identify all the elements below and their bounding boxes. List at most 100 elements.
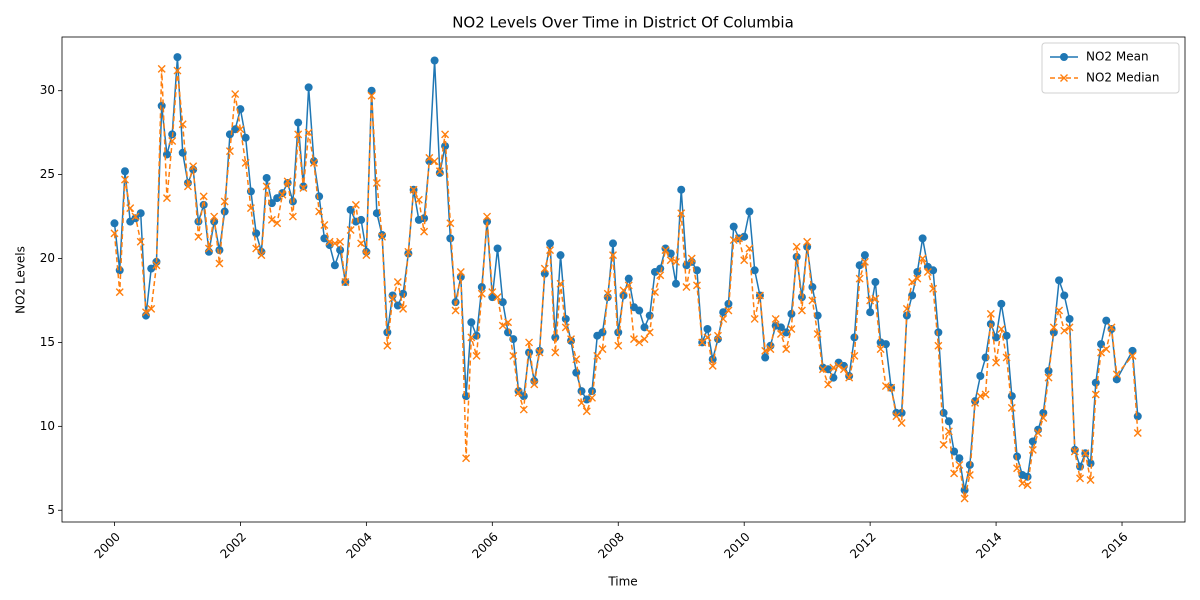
data-point — [210, 212, 219, 221]
legend-label: NO2 Mean — [1086, 50, 1149, 64]
data-point — [435, 168, 444, 177]
data-point — [787, 325, 796, 334]
data-point — [708, 361, 717, 370]
data-point — [635, 338, 644, 347]
data-point — [257, 251, 266, 260]
data-point — [173, 53, 182, 62]
data-point — [1086, 476, 1095, 485]
data-point — [383, 341, 392, 350]
data-point — [147, 304, 156, 313]
data-point — [152, 261, 161, 270]
data-point — [839, 365, 848, 374]
data-point — [703, 333, 712, 342]
data-point — [1028, 437, 1037, 446]
data-point — [960, 494, 969, 503]
data-point — [110, 229, 119, 238]
data-point — [399, 304, 408, 313]
data-point — [1133, 412, 1142, 421]
data-point — [692, 281, 701, 290]
data-point — [456, 267, 465, 276]
data-point — [1039, 408, 1048, 417]
data-point — [215, 259, 224, 268]
data-point — [1070, 447, 1079, 456]
data-point — [771, 314, 780, 323]
data-point — [357, 215, 366, 224]
data-point — [220, 207, 229, 216]
data-point — [1023, 472, 1032, 481]
data-point — [262, 182, 271, 191]
data-point — [294, 130, 303, 139]
data-point — [1007, 392, 1016, 401]
data-point — [556, 251, 565, 260]
data-point — [136, 237, 145, 246]
data-point — [588, 387, 597, 396]
data-point — [519, 392, 528, 401]
data-point — [420, 227, 429, 236]
data-point — [430, 157, 439, 166]
data-point — [162, 194, 171, 203]
data-point — [231, 90, 240, 99]
data-point — [556, 279, 565, 288]
data-point — [776, 323, 785, 332]
data-point — [645, 328, 654, 337]
data-point — [430, 56, 439, 65]
data-point — [908, 291, 917, 300]
data-point — [540, 264, 549, 273]
data-point — [136, 209, 145, 218]
data-point — [131, 212, 140, 221]
legend-marker — [1060, 74, 1068, 82]
data-point — [488, 293, 497, 302]
data-point — [567, 335, 576, 344]
data-point — [950, 447, 959, 456]
data-point — [304, 83, 313, 92]
data-point — [923, 267, 932, 276]
data-point — [357, 239, 366, 248]
data-point — [955, 460, 964, 469]
data-point — [1013, 464, 1022, 473]
data-point — [115, 288, 124, 297]
data-point — [393, 301, 402, 310]
data-point — [451, 306, 460, 315]
data-point — [514, 388, 523, 397]
data-point — [818, 365, 827, 374]
data-point — [640, 335, 649, 344]
y-tick-label: 25 — [40, 167, 55, 181]
data-point — [871, 294, 880, 303]
data-point — [173, 66, 182, 75]
data-point — [850, 333, 859, 342]
data-point — [504, 328, 513, 337]
data-point — [609, 251, 617, 260]
data-point — [252, 244, 261, 253]
data-point — [509, 351, 518, 360]
x-axis-label: Time — [607, 575, 637, 589]
data-point — [614, 328, 623, 337]
data-point — [246, 204, 255, 213]
data-point — [713, 331, 722, 340]
y-tick-label: 20 — [40, 251, 55, 265]
data-point — [183, 182, 192, 191]
data-point — [561, 323, 570, 332]
data-point — [834, 361, 843, 370]
data-point — [199, 192, 208, 201]
data-point — [860, 257, 869, 266]
data-point — [551, 333, 560, 342]
data-point — [362, 251, 371, 260]
data-point — [262, 173, 271, 182]
data-point — [577, 387, 586, 396]
data-point — [409, 185, 418, 194]
data-point — [367, 91, 376, 100]
data-point — [288, 212, 297, 221]
data-point — [829, 363, 838, 372]
data-point — [740, 256, 749, 265]
data-point — [1034, 429, 1043, 438]
data-point — [346, 225, 355, 234]
data-point — [992, 358, 1001, 367]
data-point — [971, 398, 980, 407]
data-point — [572, 355, 581, 364]
data-point — [876, 345, 885, 354]
data-point — [939, 440, 948, 449]
y-tick-label: 10 — [40, 419, 55, 433]
data-point — [703, 325, 712, 334]
data-point — [225, 147, 234, 156]
